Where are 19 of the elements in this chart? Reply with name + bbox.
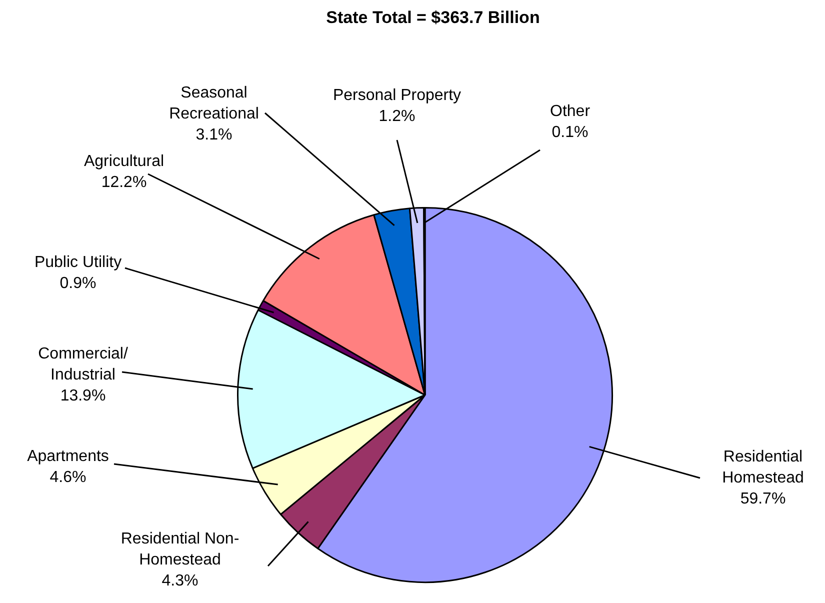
data-label: 0.9% bbox=[60, 274, 96, 292]
data-label: 4.3% bbox=[162, 572, 198, 590]
data-label: 59.7% bbox=[740, 490, 786, 508]
data-label: 12.2% bbox=[101, 174, 147, 191]
data-label: 1.2% bbox=[378, 108, 416, 125]
slice-label: Personal Property bbox=[332, 86, 462, 104]
slice-label: Public Utility bbox=[34, 254, 122, 271]
slice-label: Commercial/ Industrial bbox=[38, 345, 128, 384]
slice-label: Apartments bbox=[27, 448, 109, 465]
chart-title: State Total = $363.7 Billion bbox=[325, 8, 541, 28]
slice-label: Residential Homestead bbox=[722, 448, 804, 486]
slice-label: Agricultural bbox=[84, 152, 164, 170]
data-label: 13.9% bbox=[60, 387, 106, 404]
data-label: 4.6% bbox=[50, 468, 86, 486]
data-label: 0.1% bbox=[552, 124, 588, 141]
slice-label: Seasonal Recreational bbox=[169, 84, 259, 122]
slice-label: Other bbox=[550, 102, 591, 120]
data-label: 3.1% bbox=[196, 126, 232, 144]
slice-label: Residential Non- Homestead bbox=[120, 530, 240, 568]
